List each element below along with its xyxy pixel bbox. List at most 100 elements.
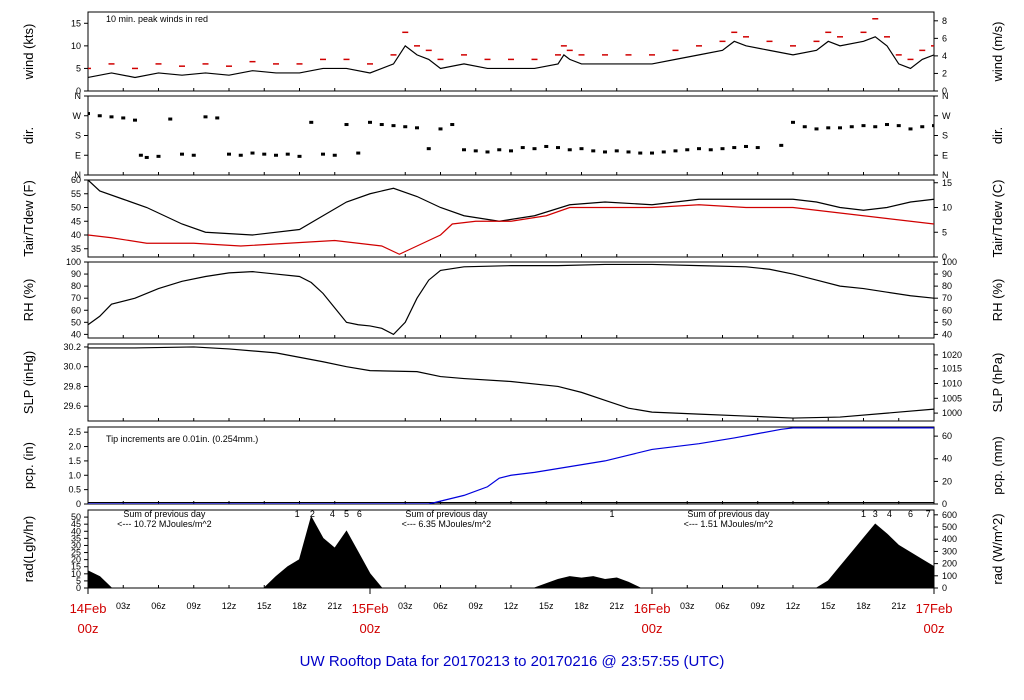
day-label: 16Feb [634, 601, 671, 616]
wind-annotation: 10 min. peak winds in red [106, 14, 208, 24]
dir-point [532, 147, 537, 151]
rh-right-tick-label: 70 [942, 293, 952, 303]
rad-left-tick-label: 25 [71, 548, 81, 558]
dir-point [520, 146, 525, 150]
rad-series-0 [88, 515, 934, 588]
dir-point [732, 146, 737, 150]
temp-left-tick-label: 50 [71, 203, 81, 213]
pcp-left-tick-label: 2.0 [68, 442, 81, 452]
dir-point [567, 148, 572, 152]
rad-marker: 3 [873, 509, 878, 519]
rh-left-tick-label: 100 [66, 257, 81, 267]
temp-left-tick-label: 40 [71, 230, 81, 240]
x-tick-label: 03z [116, 601, 131, 611]
day-time-label: 00z [924, 621, 945, 636]
dir-point [638, 151, 643, 155]
rad-right-tick-label: 100 [942, 571, 957, 581]
rad-annotation: <--- 10.72 MJoules/m^2 [117, 519, 212, 529]
slp-left-tick-label: 29.8 [63, 381, 81, 391]
x-tick-label: 09z [186, 601, 201, 611]
rad-annotation: <--- 6.35 MJoules/m^2 [402, 519, 492, 529]
rad-marker: 4 [330, 509, 335, 519]
rh-right-tick-label: 80 [942, 281, 952, 291]
rad-marker: 6 [908, 509, 913, 519]
dir-point [191, 153, 196, 157]
rad-right-tick-label: 200 [942, 559, 957, 569]
x-tick-label: 21z [891, 601, 906, 611]
temp-right-tick-label: 5 [942, 227, 947, 237]
dir-right-tick-label: E [942, 150, 948, 160]
dir-point [309, 120, 314, 124]
dir-series-0 [88, 112, 934, 159]
temp-series-tair [88, 180, 934, 236]
rh-left-tick-label: 50 [71, 317, 81, 327]
pcp-right-tick-label: 40 [942, 454, 952, 464]
dir-point [215, 116, 220, 120]
wind-series-0 [88, 36, 934, 79]
x-tick-label: 12z [222, 601, 237, 611]
rad-left-tick-label: 45 [71, 519, 81, 529]
wind-series-1 [88, 18, 934, 70]
dir-right-tick-label: W [942, 111, 951, 121]
pcp-left-tick-label: 2.5 [68, 427, 81, 437]
dir-point [779, 143, 784, 147]
x-tick-label: 06z [715, 601, 730, 611]
rad-left-tick-label: 0 [76, 583, 81, 593]
rad-marker: 1 [295, 509, 300, 519]
dir-point [791, 120, 795, 124]
rad-annotation: <--- 1.51 MJoules/m^2 [684, 519, 774, 529]
temp-left-tick-label: 45 [71, 216, 81, 226]
x-tick-label: 12z [504, 601, 519, 611]
rad-right-tick-label: 400 [942, 534, 957, 544]
dir-point [88, 112, 90, 116]
dir-point [109, 115, 114, 119]
day-time-label: 00z [360, 621, 381, 636]
rh-right-tick-label: 50 [942, 317, 952, 327]
temp-right-tick-label: 0 [942, 252, 947, 262]
rad-annotation: Sum of previous day [123, 509, 206, 519]
temp-ylabel-left: Tair/Tdew (F) [21, 180, 36, 257]
rad-left-tick-label: 40 [71, 526, 81, 536]
slp-ylabel-left: SLP (inHg) [21, 351, 36, 414]
dir-ylabel-right: dir. [990, 127, 1005, 144]
x-tick-label: 03z [680, 601, 695, 611]
rh-right-tick-label: 40 [942, 329, 952, 339]
dir-point [133, 118, 137, 122]
temp-frame [87, 179, 935, 258]
dir-point [932, 124, 934, 128]
dir-point [720, 147, 725, 151]
dir-point [603, 150, 607, 154]
pcp-right-tick-label: 20 [942, 476, 952, 486]
rh-left-tick-label: 40 [71, 329, 81, 339]
rh-right-tick-label: 60 [942, 305, 952, 315]
rad-marker: 6 [357, 509, 362, 519]
x-tick-label: 09z [750, 601, 765, 611]
wind-left-tick-label: 5 [76, 63, 81, 73]
x-tick-label: 18z [856, 601, 871, 611]
dir-point [849, 125, 854, 129]
dir-point [321, 152, 325, 156]
rad-left-tick-label: 10 [71, 569, 81, 579]
dir-point [591, 149, 596, 153]
dir-point [368, 120, 372, 124]
dir-point [885, 123, 889, 127]
slp-right-tick-label: 1000 [942, 408, 962, 418]
rad-annotation: Sum of previous day [687, 509, 770, 519]
wind-left-tick-label: 0 [76, 86, 81, 96]
dir-point [438, 127, 443, 131]
dir-point [650, 151, 654, 155]
panel-rh: 40 50 60 70 80 90 100 40 50 60 70 80 90 100 RH (%) RH (… [21, 257, 1005, 339]
rh-left-tick-label: 90 [71, 269, 81, 279]
dir-point [873, 125, 878, 129]
temp-right-tick-label: 15 [942, 178, 952, 188]
dir-point [168, 117, 173, 121]
dir-left-tick-label: E [75, 150, 81, 160]
temp-right-tick-label: 10 [942, 203, 952, 213]
pcp-right-tick-label: 0 [942, 499, 947, 509]
dir-point [509, 149, 513, 153]
x-tick-label: 09z [468, 601, 483, 611]
wind-right-tick-label: 6 [942, 33, 947, 43]
panel-pcp: 0 0.5 1.0 1.5 2.0 2.5 0 20 40 60 pcp. (in) pcp. (mm… [21, 426, 1005, 509]
dir-point [450, 123, 455, 127]
rad-right-tick-label: 300 [942, 546, 957, 556]
